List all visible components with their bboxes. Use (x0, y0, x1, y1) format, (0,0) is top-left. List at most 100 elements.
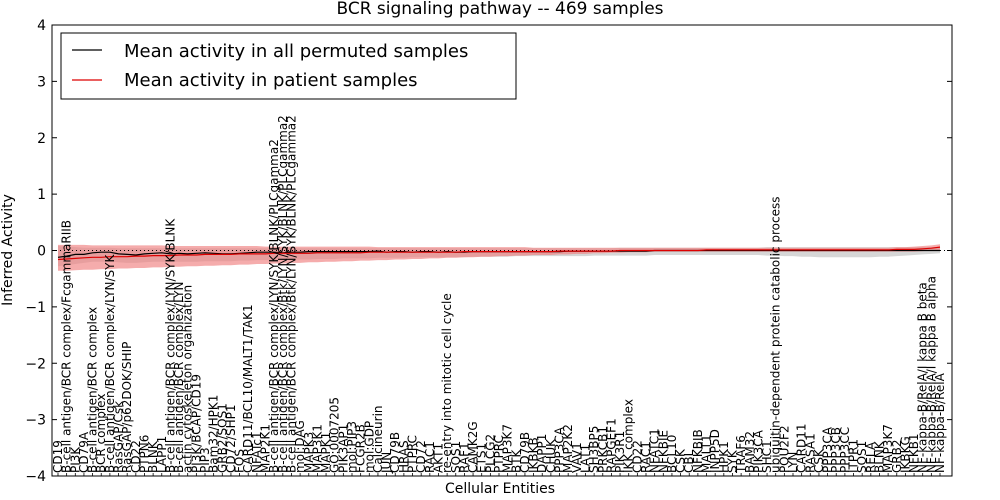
x-tick-label: PI3K (68, 446, 82, 473)
x-tick-label: CBL (682, 449, 696, 473)
x-tick-label: PTPRC (406, 435, 420, 473)
x-tick-label: TRAF6 (734, 435, 748, 474)
x-tick-label: PTPRC (492, 435, 506, 473)
x-tick-label: CD22 (630, 440, 644, 473)
x-tick-label: NF-kappa-B/RelA/I kappa B beta (916, 282, 930, 473)
x-tick-label: GO:0007205 (328, 397, 342, 473)
x-tick-label: SOS1 (855, 441, 869, 473)
x-tick-label: mol:GDP (362, 421, 376, 473)
x-tick-label: CAMK2G (466, 421, 480, 473)
x-tick-label: B-cell antigen/BCR complex/Btk/LYN/SYK/B… (276, 115, 290, 473)
x-tick-label: CD79A (77, 431, 91, 473)
y-tick-label: −2 (25, 356, 46, 372)
x-tick-label: FCGR2B (354, 424, 368, 473)
plot-area (52, 244, 952, 271)
chart-title: BCR signaling pathway -- 469 samples (336, 0, 663, 19)
x-tick-label: CSK (674, 448, 688, 473)
x-tick-label: ITPR1 (847, 439, 861, 473)
x-tick-label: SYK (726, 449, 740, 473)
x-tick-label: INPP5D (708, 429, 722, 473)
x-tick-label: RAC1 (639, 441, 653, 473)
y-axis-label: Inferred Activity (0, 194, 16, 306)
x-tick-label: B-cell antigen/BCR complex/LYN (172, 282, 186, 474)
x-tick-label: SH3BP5 (587, 426, 601, 473)
x-tick-label: PTPN6 (138, 435, 152, 473)
x-tick-label: Calcineurin (371, 405, 385, 472)
y-tick-label: 2 (37, 131, 46, 147)
x-tick-label: ETS1 (475, 443, 489, 473)
x-tick-label: VAV1 (570, 442, 584, 473)
x-tick-label: MAPK1 (319, 432, 333, 473)
x-tick-label: RAC1 (423, 441, 437, 473)
x-tick-label: PIK3CA (751, 429, 765, 473)
y-tick-label: −1 (25, 300, 46, 316)
x-tick-label: PIK3AP1 (336, 424, 350, 473)
x-tick-label: MAP2K2 (561, 424, 575, 473)
x-tick-label: Bam32/HPK1 (207, 395, 221, 473)
x-tick-label: MAP2K1 (259, 424, 273, 473)
x-tick-label: B-cell antigen/BCR complex/FcgammaRIIB (60, 220, 74, 473)
x-tick-label: HRAS (397, 440, 411, 473)
x-tick-label: NFKBIB (691, 429, 705, 473)
x-tick-label: MAP3K1 (310, 424, 324, 473)
x-tick-label: CHUK (544, 438, 558, 473)
x-tick-label: DAPP1 (535, 434, 549, 473)
x-tick-label: PIK3R1 (613, 431, 627, 473)
x-tick-label: MAPK3 (302, 432, 316, 473)
y-tick-label: 4 (37, 18, 46, 34)
x-tick-label: LYN (786, 452, 800, 473)
x-tick-label: BTK (509, 448, 523, 473)
x-tick-label: JUN (380, 452, 394, 474)
x-tick-label: CARD11/BCL10/MALT1/TAK1 (241, 304, 255, 473)
x-tick-label: B-cell antigen/BCR complex/Btk/LYN/SYK/B… (285, 115, 299, 473)
x-tick-label: MAP3K7 (501, 424, 515, 473)
x-axis-label: Cellular Entities (445, 481, 555, 497)
x-tick-label: NFATC1 (648, 428, 662, 473)
x-tick-label: CD79B (388, 432, 402, 473)
x-tick-label: RasGAP/p62DOK/SHIP (120, 342, 134, 473)
patient-mean-line (57, 246, 941, 261)
x-tick-label: PLCG2 (483, 434, 497, 473)
x-tick-label: LAT1 (579, 444, 593, 473)
x-tick-label: B-cell antigen/BCR complex/LYN/SYK/BLNK/… (267, 139, 281, 473)
x-tick-label: ubiquitin-dependent protein catabolic pr… (769, 197, 783, 473)
x-tick-label: NFKBIE (656, 430, 670, 473)
y-tick-label: 3 (37, 74, 46, 90)
y-tick-label: 0 (37, 244, 46, 260)
x-tick-label: PPP3CC (838, 427, 852, 473)
x-tick-label: BCL10 (665, 435, 679, 473)
x-tick-label: GRB2 (890, 440, 904, 474)
x-tick-label: BAM32 (743, 431, 757, 473)
x-tick-label: NF-kappa-B/RelA/I kappa B alpha (924, 276, 938, 473)
legend: Mean activity in all permuted samples Me… (60, 32, 517, 100)
x-tick-label: BLNK (146, 440, 160, 473)
x-tick-label: CD19 (51, 440, 65, 473)
x-tick-label: MAP3K7 (881, 424, 895, 473)
x-tick-label: HPK1 (717, 441, 731, 473)
x-tick-label: CD72/SHP1 (224, 405, 238, 473)
x-tick-label: RAPGEF1 (604, 418, 618, 473)
x-tick-label: LAPP1 (155, 436, 169, 473)
x-tick-label: NF-kappa-B/RelA (933, 372, 947, 473)
x-tick-label: NFATc1 (250, 431, 264, 473)
x-tick-label: BCR complex (94, 394, 108, 473)
x-tick-label: PIP3 (198, 447, 212, 473)
x-tick-label: RasGAP/Csk (112, 401, 126, 473)
x-tick-label: SOS1 (449, 441, 463, 473)
x-tick-label: IKBKG (898, 436, 912, 473)
x-tick-label: POU2F2 (777, 425, 791, 473)
x-tick-label: MALT1 (700, 434, 714, 473)
x-tick-label: B-cell antigen/BCR complex (86, 307, 100, 473)
x-tick-label: PRKCB1 (596, 426, 610, 473)
x-tick-label: CD22 (129, 440, 143, 473)
legend-permuted-label: Mean activity in all permuted samples (124, 41, 468, 62)
x-tick-label: RELA (864, 441, 878, 473)
plot-frame (51, 24, 953, 477)
x-tick-label: CARD11 (795, 424, 809, 473)
x-tick-label: PPP3CA (821, 426, 835, 473)
x-tick-label: B-cell antigen/BCR complex/LYN/SYK/BLNK (163, 218, 177, 473)
x-tick-label: SHC1 (760, 440, 774, 473)
x-tick-label: CD79B (518, 432, 532, 473)
y-tick-label: 1 (37, 187, 46, 203)
